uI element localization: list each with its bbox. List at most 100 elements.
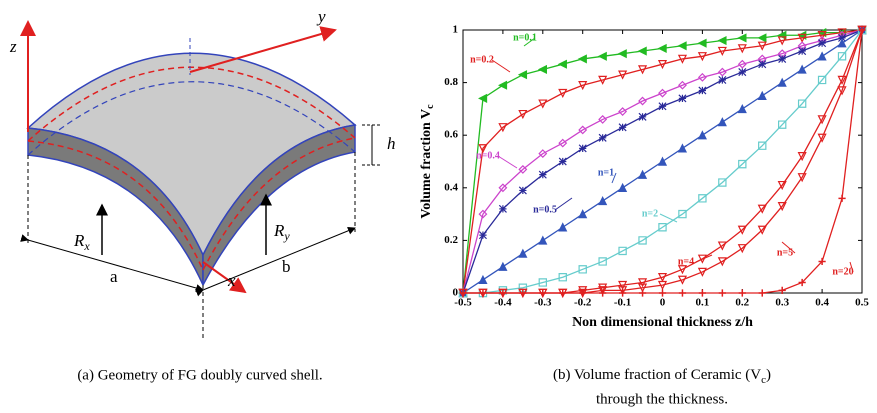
y-tick-label: 0.8 (444, 76, 458, 88)
data-point (678, 80, 687, 90)
data-point (657, 43, 667, 53)
y-tick-label: 0.6 (444, 129, 458, 141)
x-tick-label: -0.4 (494, 297, 512, 309)
data-point (677, 275, 688, 285)
x-tick-label: -0.1 (614, 297, 631, 309)
data-point (737, 225, 747, 235)
data-point (677, 143, 688, 153)
data-point (838, 33, 847, 42)
data-point (658, 102, 667, 111)
series-label: n=4 (678, 256, 694, 267)
data-point (697, 52, 707, 62)
x-label: x (227, 271, 236, 290)
data-point (757, 204, 767, 214)
data-point (858, 26, 866, 34)
series-label: n=0.4 (476, 150, 500, 161)
data-point (737, 44, 747, 54)
data-point (797, 173, 807, 183)
data-point (518, 186, 527, 195)
data-point (677, 54, 688, 64)
x-tick-label: 0.2 (735, 297, 749, 309)
data-point (518, 248, 528, 258)
label-pointer (659, 213, 678, 223)
data-point (539, 289, 547, 297)
data-point (598, 257, 607, 266)
data-point (718, 289, 726, 297)
data-point (657, 59, 668, 70)
data-point (499, 289, 507, 297)
data-point (737, 103, 747, 114)
data-point (558, 157, 567, 166)
data-point (737, 59, 747, 69)
data-point (838, 194, 846, 202)
h-label: h (387, 134, 396, 153)
data-point (578, 125, 588, 135)
data-point (777, 120, 787, 129)
y-axis (189, 26, 337, 73)
rx-main: R (73, 231, 85, 250)
data-point (478, 144, 488, 154)
data-point (459, 289, 467, 297)
data-point (797, 152, 807, 162)
data-point (758, 60, 767, 69)
dim-b (195, 226, 356, 297)
data-point (578, 81, 588, 91)
data-point (598, 286, 608, 296)
y-tick-label: 0 (453, 287, 459, 299)
data-point (817, 31, 827, 41)
data-point (498, 261, 508, 271)
data-point (599, 289, 607, 297)
data-point (579, 289, 587, 297)
data-point (818, 39, 827, 48)
data-point (677, 265, 688, 275)
back-curve (27, 81, 356, 156)
data-point (557, 59, 567, 69)
data-point (698, 86, 707, 95)
data-point (538, 149, 548, 159)
label-pointer (523, 37, 536, 47)
data-point (697, 72, 707, 82)
data-point (597, 51, 607, 61)
data-point (698, 194, 707, 203)
data-point (638, 236, 647, 245)
data-point (758, 289, 766, 297)
data-point (817, 115, 827, 125)
data-point (777, 36, 787, 46)
data-point (538, 170, 547, 179)
data-point (717, 241, 727, 251)
rx-sub: x (83, 239, 90, 253)
data-point (618, 182, 628, 192)
data-point (538, 99, 548, 109)
data-point (717, 117, 727, 127)
caption-b-close: ) (766, 367, 771, 383)
data-point (538, 235, 548, 245)
data-point (598, 75, 608, 85)
data-point (638, 96, 647, 106)
data-point (718, 75, 727, 84)
data-point (758, 141, 767, 150)
data-point (578, 144, 587, 153)
data-point (618, 107, 628, 116)
data-point (598, 133, 607, 142)
series-label: n=0.5 (533, 204, 557, 215)
data-point (777, 180, 787, 191)
data-point (718, 178, 727, 187)
data-point (479, 289, 487, 297)
data-point (478, 93, 488, 103)
data-point (698, 289, 706, 297)
series-label: n=0.2 (470, 54, 494, 65)
x-tick-label: 0.3 (775, 297, 789, 309)
data-point (618, 70, 628, 80)
data-point (757, 225, 767, 235)
data-point (618, 286, 628, 296)
data-point (478, 231, 487, 240)
label-pointer (781, 241, 796, 254)
label-pointer (695, 254, 713, 263)
data-point (657, 280, 668, 291)
data-point (498, 286, 508, 295)
data-point (697, 267, 707, 277)
data-point (737, 33, 747, 43)
data-point (517, 70, 528, 80)
data-point (678, 94, 687, 103)
